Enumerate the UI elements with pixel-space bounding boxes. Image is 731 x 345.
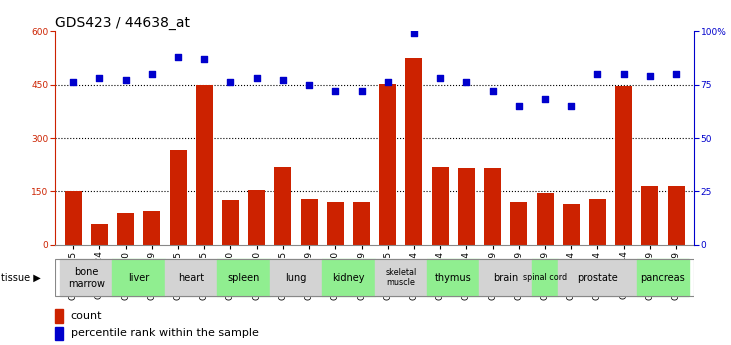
Point [670,71,682,77]
Text: kidney: kidney [332,273,365,283]
Bar [480,259,532,296]
Point [591,71,603,77]
Bar [274,167,292,245]
Point [120,78,132,83]
Point [173,54,184,59]
Bar [616,86,632,245]
Text: heart: heart [178,273,204,283]
Bar [270,259,322,296]
Bar [589,199,606,245]
Bar [300,199,318,245]
Point [94,75,105,81]
Bar [406,58,423,245]
Bar [641,186,659,245]
Text: skeletal
muscle: skeletal muscle [385,268,417,287]
Text: spleen: spleen [227,273,260,283]
Text: prostate: prostate [577,273,618,283]
Bar [322,259,374,296]
Text: spinal cord: spinal cord [523,273,567,282]
Point [303,82,315,87]
Bar [143,211,160,245]
Point [644,73,656,79]
Point [382,80,393,85]
Bar [60,259,113,296]
Text: thymus: thymus [435,273,471,283]
Text: pancreas: pancreas [640,273,686,283]
Bar [327,202,344,245]
Point [539,97,551,102]
Bar [170,150,186,245]
Point [408,30,420,36]
Point [330,88,341,94]
Bar [510,202,527,245]
Bar [64,191,82,245]
Bar [374,259,427,296]
Bar [537,193,553,245]
Point [487,88,499,94]
Point [198,56,210,62]
Bar [431,167,449,245]
Text: tissue ▶: tissue ▶ [1,273,41,283]
Text: brain: brain [493,273,518,283]
Bar [91,224,108,245]
Point [251,75,262,81]
Bar [484,168,501,245]
Point [277,78,289,83]
Text: bone
marrow: bone marrow [68,267,105,288]
Point [461,80,472,85]
Point [513,103,525,109]
Text: lung: lung [285,273,307,283]
Bar [353,202,370,245]
Bar [427,259,480,296]
Bar [55,309,63,323]
Bar [379,84,396,245]
Bar [222,200,239,245]
Bar [558,259,637,296]
Text: count: count [71,311,102,321]
Text: percentile rank within the sample: percentile rank within the sample [71,328,259,338]
Text: liver: liver [128,273,149,283]
Point [67,80,79,85]
Point [618,71,629,77]
Point [565,103,577,109]
Point [356,88,368,94]
Bar [667,186,685,245]
Bar [248,190,265,245]
Point [146,71,158,77]
Bar [217,259,270,296]
Text: GDS423 / 44638_at: GDS423 / 44638_at [55,16,190,30]
Bar [117,213,134,245]
Bar [637,259,689,296]
Bar [113,259,165,296]
Point [224,80,236,85]
Bar [165,259,217,296]
Bar [563,204,580,245]
Point [434,75,446,81]
Bar [55,327,63,340]
Bar [458,168,475,245]
Bar [196,85,213,245]
Bar [532,259,558,296]
